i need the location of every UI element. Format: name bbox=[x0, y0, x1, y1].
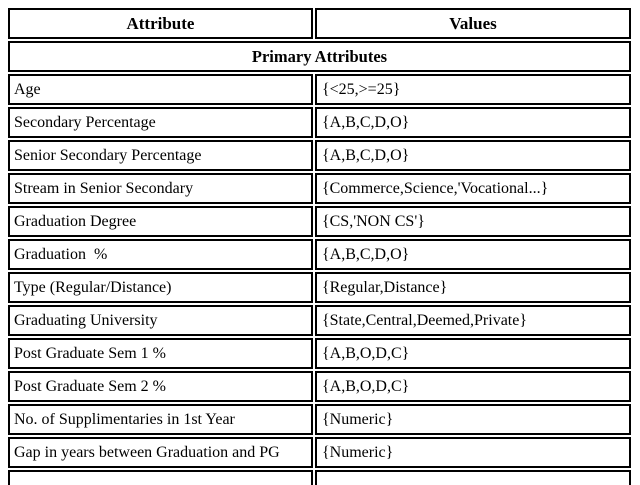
header-row: Attribute Values bbox=[8, 8, 631, 39]
table-row: Graduation Degree {CS,'NON CS'} bbox=[8, 206, 631, 237]
attribute-cell bbox=[8, 470, 313, 485]
values-cell: {A,B,C,D,O} bbox=[314, 239, 631, 270]
values-cell: {A,B,O,D,C} bbox=[314, 338, 631, 369]
attribute-cell: Post Graduate Sem 1 % bbox=[8, 338, 313, 369]
table-row: Stream in Senior Secondary {Commerce,Sci… bbox=[8, 173, 631, 204]
table-row: Graduation % {A,B,C,D,O} bbox=[8, 239, 631, 270]
attribute-cell: Graduation % bbox=[8, 239, 313, 270]
values-cell: {Numeric} bbox=[314, 437, 631, 468]
partial-row bbox=[8, 470, 631, 485]
values-cell: {<25,>=25} bbox=[314, 74, 631, 105]
attribute-cell: No. of Supplimentaries in 1st Year bbox=[8, 404, 313, 435]
attribute-cell: Senior Secondary Percentage bbox=[8, 140, 313, 171]
section-header-row: Primary Attributes bbox=[8, 41, 631, 72]
attributes-table: Attribute Values Primary Attributes Age … bbox=[6, 6, 633, 485]
attribute-cell: Post Graduate Sem 2 % bbox=[8, 371, 313, 402]
attribute-cell: Secondary Percentage bbox=[8, 107, 313, 138]
column-header-values: Values bbox=[314, 8, 631, 39]
attribute-cell: Graduation Degree bbox=[8, 206, 313, 237]
values-cell: {Numeric} bbox=[314, 404, 631, 435]
table-row: Senior Secondary Percentage {A,B,C,D,O} bbox=[8, 140, 631, 171]
table-row: Type (Regular/Distance) {Regular,Distanc… bbox=[8, 272, 631, 303]
attribute-cell: Graduating University bbox=[8, 305, 313, 336]
attribute-cell: Gap in years between Graduation and PG bbox=[8, 437, 313, 468]
values-cell: {Commerce,Science,'Vocational...} bbox=[314, 173, 631, 204]
table-row: Gap in years between Graduation and PG {… bbox=[8, 437, 631, 468]
attribute-cell: Stream in Senior Secondary bbox=[8, 173, 313, 204]
table-row: Post Graduate Sem 2 % {A,B,O,D,C} bbox=[8, 371, 631, 402]
table-row: Age {<25,>=25} bbox=[8, 74, 631, 105]
attribute-cell: Type (Regular/Distance) bbox=[8, 272, 313, 303]
table-row: Graduating University {State,Central,Dee… bbox=[8, 305, 631, 336]
column-header-attribute: Attribute bbox=[8, 8, 313, 39]
values-cell: {CS,'NON CS'} bbox=[314, 206, 631, 237]
values-cell: {A,B,O,D,C} bbox=[314, 371, 631, 402]
values-cell: {Regular,Distance} bbox=[314, 272, 631, 303]
values-cell bbox=[314, 470, 631, 485]
attribute-cell: Age bbox=[8, 74, 313, 105]
values-cell: {State,Central,Deemed,Private} bbox=[314, 305, 631, 336]
table-row: Secondary Percentage {A,B,C,D,O} bbox=[8, 107, 631, 138]
values-cell: {A,B,C,D,O} bbox=[314, 140, 631, 171]
section-header: Primary Attributes bbox=[8, 41, 631, 72]
table-row: No. of Supplimentaries in 1st Year {Nume… bbox=[8, 404, 631, 435]
table-row: Post Graduate Sem 1 % {A,B,O,D,C} bbox=[8, 338, 631, 369]
values-cell: {A,B,C,D,O} bbox=[314, 107, 631, 138]
